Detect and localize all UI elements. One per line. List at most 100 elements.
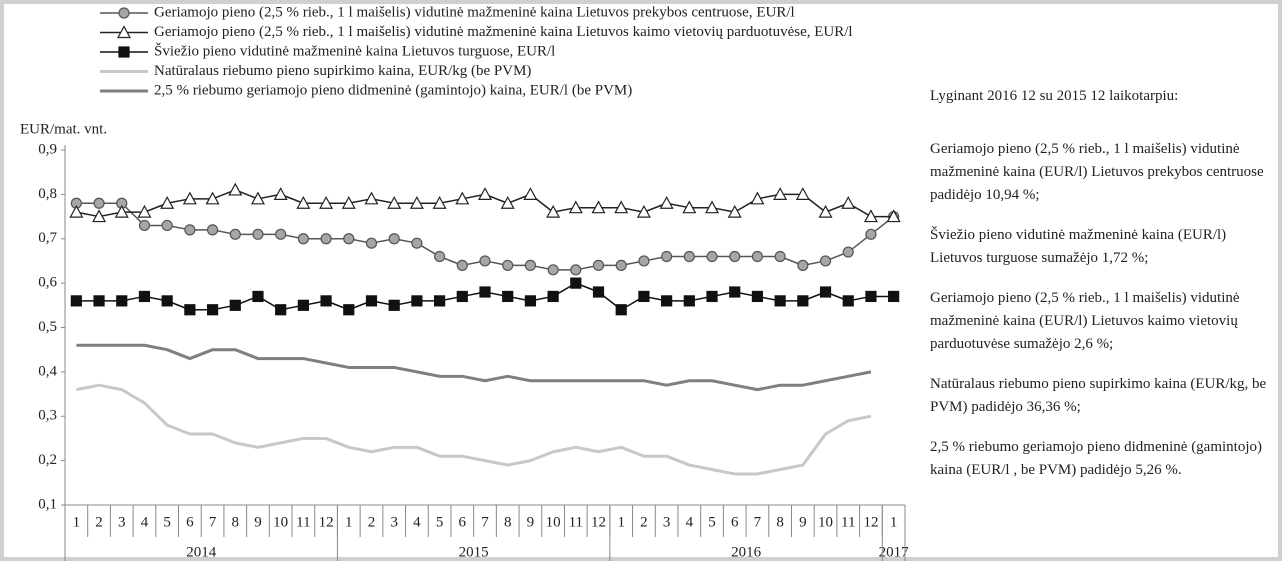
data-point — [297, 299, 309, 311]
x-tick-label: 6 — [459, 514, 467, 530]
data-point — [433, 295, 446, 307]
data-point — [275, 304, 287, 316]
data-point — [661, 250, 673, 263]
data-point — [546, 204, 561, 218]
data-point — [638, 255, 650, 267]
x-tick-label: 8 — [776, 514, 784, 530]
x-tick-label: 11 — [296, 514, 310, 530]
data-point — [388, 233, 400, 245]
data-point — [706, 250, 718, 263]
data-point — [296, 195, 311, 209]
y-tick-label: 0,7 — [38, 230, 57, 246]
data-point — [818, 204, 833, 218]
data-point — [228, 182, 243, 196]
data-point — [138, 219, 151, 232]
data-point — [636, 204, 651, 218]
data-point — [863, 209, 878, 223]
x-tick-label: 9 — [254, 514, 262, 530]
x-tick-label: 9 — [527, 514, 535, 530]
data-point — [320, 295, 332, 307]
note: Geriamojo pieno (2,5 % rieb., 1 l maišel… — [930, 141, 1264, 203]
data-point — [456, 259, 468, 271]
data-point — [592, 259, 605, 271]
data-point — [706, 290, 718, 303]
data-point — [319, 195, 334, 209]
x-tick-label: 3 — [390, 514, 398, 530]
data-point — [92, 209, 107, 223]
data-point — [205, 191, 220, 205]
legend-label: Geriamojo pieno (2,5 % rieb., 1 l maišel… — [154, 24, 853, 40]
data-point — [343, 233, 355, 245]
data-point — [206, 304, 219, 316]
data-point — [797, 259, 809, 271]
data-point — [547, 264, 559, 276]
x-tick-label: 11 — [841, 514, 855, 530]
data-point — [547, 290, 559, 303]
data-point — [819, 255, 832, 267]
data-point — [70, 295, 82, 307]
data-point — [727, 204, 742, 218]
year-label: 2017 — [879, 544, 910, 560]
data-point — [229, 228, 241, 240]
year-label: 2014 — [186, 544, 217, 560]
x-tick-label: 12 — [863, 514, 878, 530]
y-tick-label: 0,8 — [38, 186, 57, 202]
data-point — [365, 237, 378, 249]
data-point — [842, 295, 854, 307]
data-point — [250, 191, 265, 205]
note: Natūralaus riebumo pieno supirkimo kaina… — [930, 376, 1267, 415]
data-point — [865, 228, 877, 240]
data-point — [479, 286, 491, 298]
note: Geriamojo pieno (2,5 % rieb., 1 l maišel… — [930, 290, 1240, 352]
y-tick-label: 0,4 — [38, 363, 57, 379]
data-point — [182, 191, 197, 205]
data-point — [297, 233, 309, 245]
data-point — [477, 187, 493, 200]
data-point — [252, 290, 264, 303]
x-tick-label: 3 — [663, 514, 671, 530]
data-point — [364, 191, 379, 205]
data-point — [320, 233, 332, 245]
legend-label: 2,5 % riebumo geriamojo pieno didmeninė … — [154, 82, 632, 98]
data-point — [888, 290, 900, 303]
data-point — [774, 250, 786, 263]
data-point — [456, 290, 468, 303]
x-tick-label: 5 — [163, 514, 171, 530]
legend-marker — [116, 25, 132, 39]
data-point — [161, 295, 173, 307]
data-point — [206, 224, 219, 236]
notes: Lyginant 2016 12 su 2015 12 laikotarpiu:… — [930, 85, 1275, 499]
series-line — [76, 343, 872, 392]
data-point — [751, 250, 764, 263]
data-point — [524, 295, 537, 307]
data-point — [433, 250, 446, 263]
x-tick-label: 1 — [617, 514, 625, 530]
data-point — [411, 295, 423, 307]
data-point — [500, 195, 515, 209]
data-point — [455, 191, 470, 205]
x-tick-label: 7 — [481, 514, 489, 530]
x-tick-label: 8 — [504, 514, 512, 530]
data-point — [729, 286, 741, 298]
data-point — [524, 259, 537, 271]
legend-marker — [118, 7, 130, 19]
x-tick-label: 12 — [591, 514, 606, 530]
x-tick-label: 12 — [319, 514, 334, 530]
data-point — [568, 200, 583, 214]
x-tick-label: 10 — [818, 514, 833, 530]
data-point — [751, 290, 764, 303]
data-point — [479, 255, 491, 267]
x-tick-label: 2 — [368, 514, 376, 530]
data-point — [365, 295, 378, 307]
x-tick-label: 10 — [546, 514, 561, 530]
data-point — [137, 204, 152, 218]
year-label: 2016 — [731, 544, 762, 560]
note: Šviežio pieno vidutinė mažmeninė kaina (… — [930, 227, 1227, 266]
data-point — [138, 290, 151, 303]
data-point — [411, 237, 423, 249]
data-point — [591, 200, 606, 214]
x-tick-label: 7 — [209, 514, 217, 530]
data-point — [114, 204, 129, 218]
